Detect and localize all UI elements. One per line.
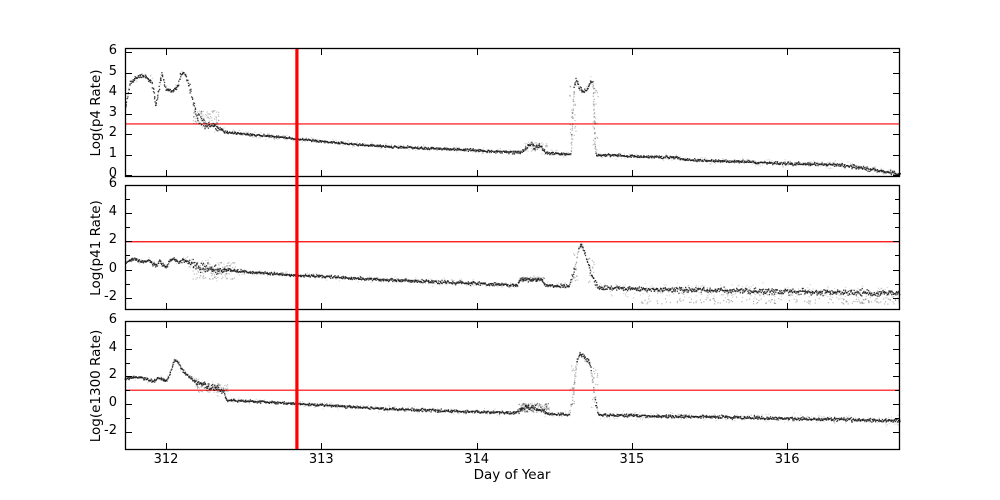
y-tick-label: 4 bbox=[108, 339, 117, 355]
y-tick-label: 6 bbox=[108, 312, 117, 328]
y-tick-label: 0 bbox=[108, 166, 117, 181]
y-tick-label: 1 bbox=[108, 145, 117, 161]
x-tick-label: 314 bbox=[464, 452, 489, 467]
y-tick-label: 0 bbox=[108, 260, 117, 276]
x-tick-label: 313 bbox=[308, 452, 334, 467]
x-tick-label: 316 bbox=[774, 452, 800, 467]
y-tick-label: 0 bbox=[108, 395, 117, 410]
y-tick-label: 5 bbox=[108, 63, 117, 79]
y-tick-label: -2 bbox=[104, 422, 117, 438]
y-tick-label: 6 bbox=[108, 43, 117, 58]
y-tick-label: 3 bbox=[108, 104, 117, 120]
y-tick-label: 2 bbox=[108, 232, 117, 248]
x-tick-label: 315 bbox=[619, 452, 645, 467]
x-tick-label: 312 bbox=[153, 452, 179, 467]
y-tick-label: 6 bbox=[108, 175, 117, 191]
x-axis-label: Day of Year bbox=[473, 467, 551, 483]
y-tick-label: 4 bbox=[108, 203, 117, 219]
y-tick-label: -2 bbox=[104, 288, 117, 304]
y-tick-label: 4 bbox=[108, 84, 117, 99]
y-tick-label: 2 bbox=[108, 367, 117, 383]
y-tick-label: 2 bbox=[108, 125, 117, 140]
